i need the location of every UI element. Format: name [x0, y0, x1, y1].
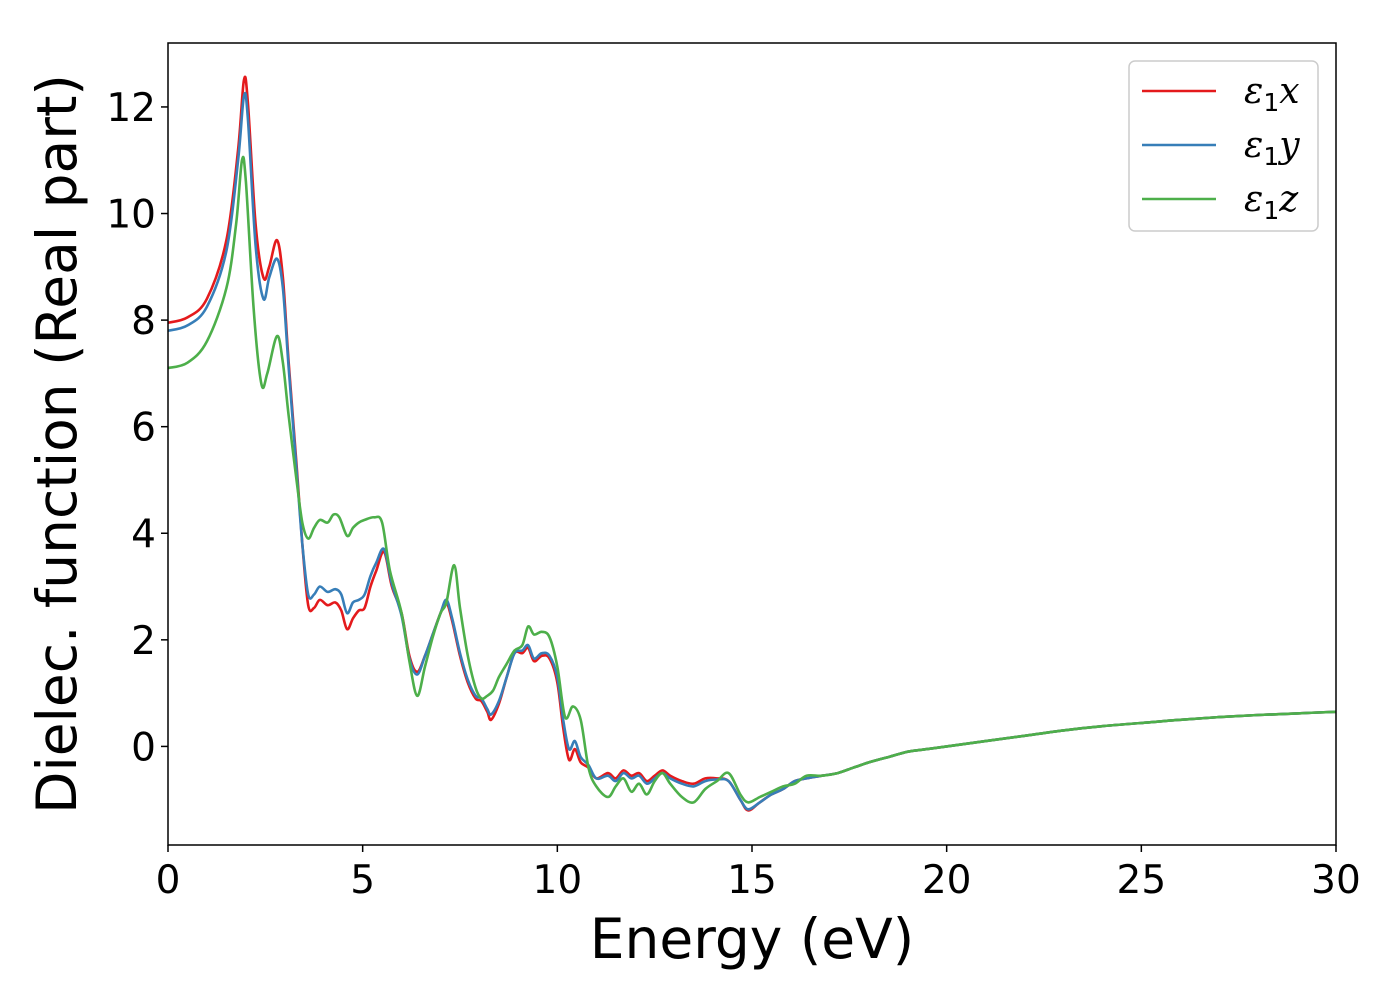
x-tick-label: 15 — [727, 858, 777, 903]
x-axis-label: Energy (eV) — [590, 907, 914, 971]
legend-label-z: ε1z — [1244, 179, 1299, 225]
legend-label-x: ε1x — [1244, 71, 1300, 117]
y-axis-label: Dielec. function (Real part) — [25, 74, 89, 814]
x-tick-label: 0 — [156, 858, 181, 903]
x-tick-label: 20 — [922, 858, 972, 903]
y-tick-label: 8 — [131, 299, 156, 344]
y-axis-ticks: 0 2 4 6 8 10 12 — [106, 86, 168, 770]
x-tick-label: 25 — [1117, 858, 1167, 903]
legend-label-y: ε1y — [1244, 125, 1300, 171]
y-tick-label: 0 — [131, 725, 156, 770]
legend-box — [1128, 60, 1319, 232]
y-tick-label: 12 — [106, 86, 156, 131]
series-layer — [168, 75, 1336, 812]
x-tick-label: 10 — [533, 858, 583, 903]
x-tick-label: 30 — [1311, 858, 1361, 903]
y-tick-label: 6 — [131, 406, 156, 451]
y-tick-label: 4 — [131, 512, 156, 557]
series-line-z — [168, 155, 1336, 804]
x-axis-ticks: 0 5 10 15 20 25 30 — [156, 845, 1361, 903]
y-tick-label: 2 — [131, 619, 156, 664]
legend: ε1x ε1y ε1z — [1128, 60, 1319, 232]
y-tick-label: 10 — [106, 193, 156, 238]
x-tick-label: 5 — [350, 858, 375, 903]
